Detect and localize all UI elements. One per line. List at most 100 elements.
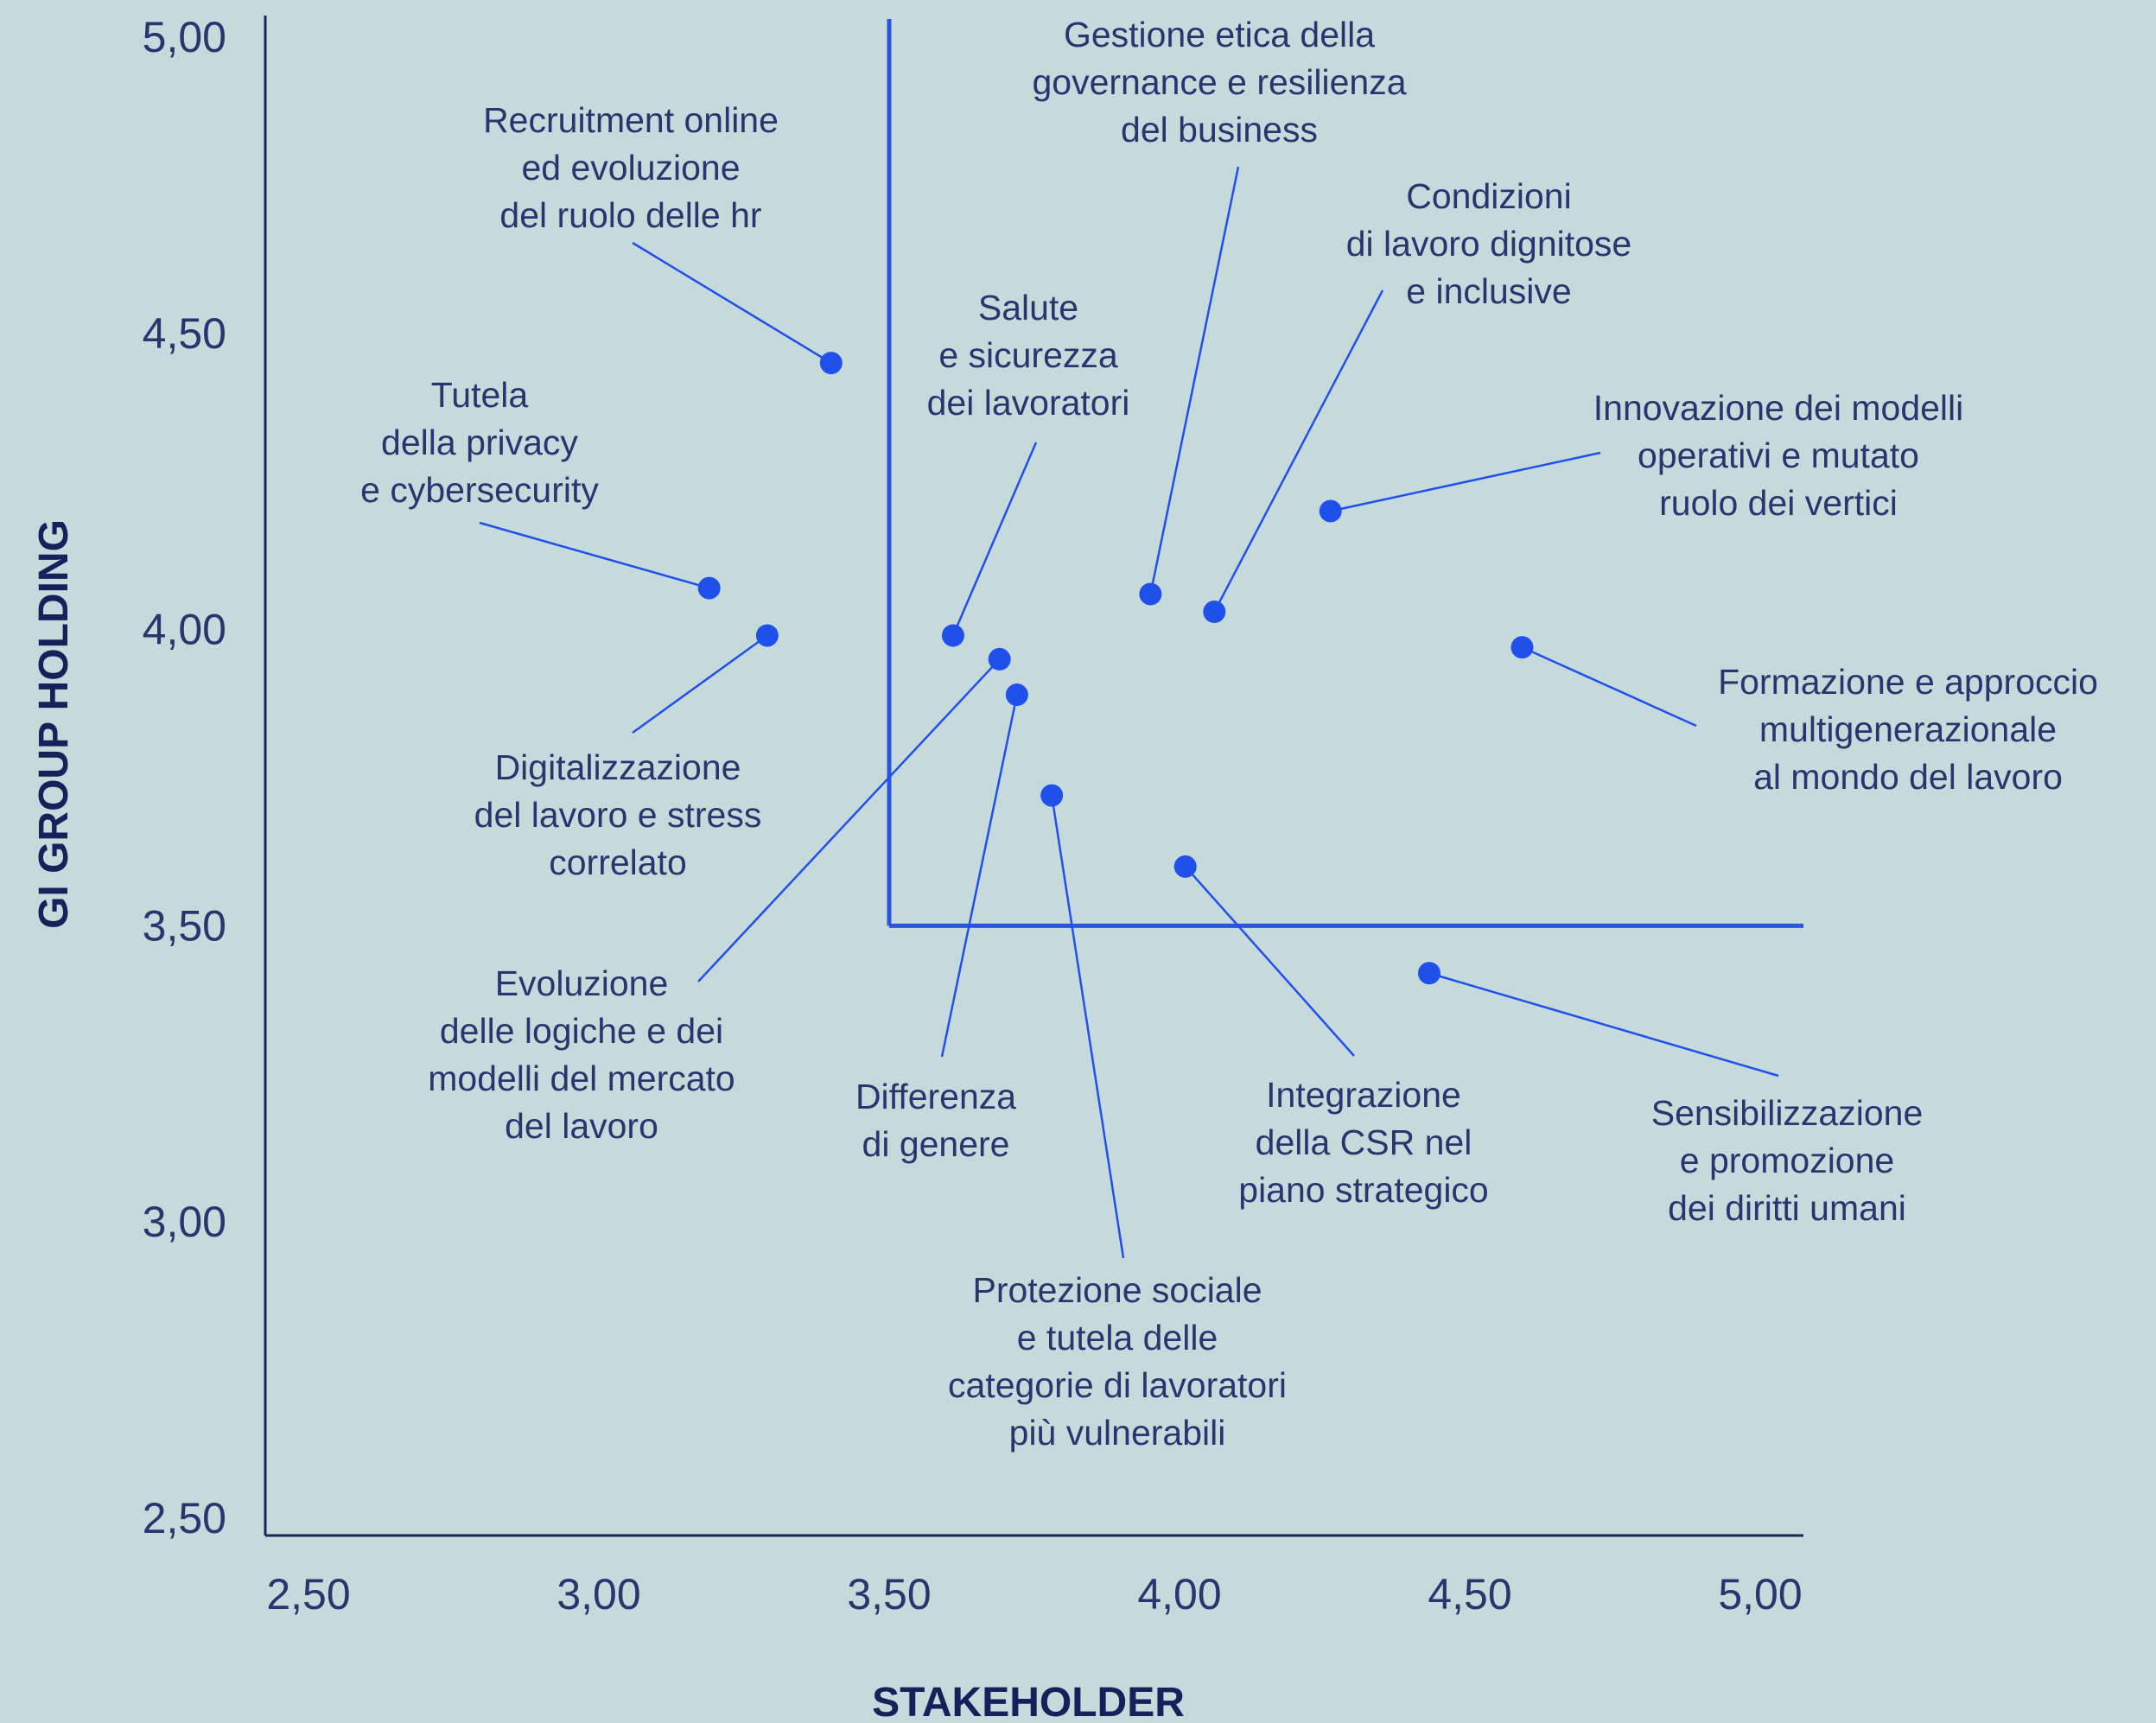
leader-line	[697, 658, 1001, 982]
point-label: Tutela della privacy e cybersecurity	[360, 375, 599, 510]
point-label-line: di lavoro dignitose	[1346, 224, 1631, 264]
point-label-line: Salute	[978, 288, 1078, 327]
point-label-line: di genere	[862, 1124, 1010, 1164]
leader-line	[632, 634, 768, 734]
point-label: Formazione e approccio multigenerazionale…	[1718, 662, 2098, 797]
y-tick-label: 4,50	[143, 309, 226, 358]
point-label-line: Integrazione	[1266, 1075, 1461, 1115]
x-tick-label: 3,50	[847, 1570, 931, 1618]
x-tick-label: 3,00	[556, 1570, 640, 1618]
data-point	[1510, 636, 1534, 659]
y-tick-label: 4,00	[143, 606, 226, 654]
leader-line	[951, 442, 1038, 636]
data-points	[697, 352, 1534, 985]
point-label-line: ed evoluzione	[521, 148, 740, 188]
point-label: Salute e sicurezza dei lavoratori	[927, 288, 1130, 423]
leader-line	[1184, 866, 1355, 1057]
leader-line	[1213, 289, 1384, 613]
point-label: Sensibilizzazione e promozione dei diritti…	[1651, 1093, 1924, 1228]
point-label-line: del lavoro	[505, 1106, 658, 1146]
point-label: Protezione sociale e tutela delle categori…	[948, 1270, 1287, 1453]
tick-labels: 2,50 3,00 3,50 4,00 4,50 5,00 2,50 3,00 3,50 4,00…	[143, 13, 1803, 1618]
data-point	[819, 352, 843, 375]
data-point	[1040, 784, 1064, 807]
x-tick-label: 4,00	[1137, 1570, 1221, 1618]
leader-line	[1428, 972, 1779, 1078]
axes	[264, 16, 1803, 1537]
point-label-line: più vulnerabili	[1009, 1413, 1226, 1453]
leader-line	[1521, 646, 1697, 728]
point-label-line: del lavoro e stress	[474, 795, 762, 835]
point-label-line: dei lavoratori	[927, 383, 1130, 423]
data-point	[1005, 683, 1028, 707]
leader-line	[632, 241, 832, 365]
point-label-line: e cybersecurity	[360, 470, 599, 510]
point-label-line: Recruitment online	[483, 100, 779, 140]
point-label-line: governance e resilienza	[1032, 62, 1406, 102]
point-label: Gestione etica della governance e resilie…	[1032, 15, 1406, 149]
point-label-line: e promozione	[1680, 1141, 1894, 1180]
point-label-line: e inclusive	[1406, 271, 1571, 311]
leader-line	[479, 521, 710, 589]
y-tick-label: 3,50	[143, 901, 226, 950]
point-label-line: del business	[1121, 110, 1318, 149]
point-label-line: Condizioni	[1406, 176, 1571, 216]
point-label-line: Innovazione dei modelli	[1593, 388, 1964, 428]
point-label-line: delle logiche e dei	[440, 1011, 723, 1051]
leader-line	[1330, 451, 1601, 512]
leader-line	[940, 694, 1019, 1058]
threshold-lines	[887, 19, 1803, 928]
point-label-line: modelli del mercato	[428, 1059, 735, 1098]
x-tick-label: 4,50	[1428, 1570, 1511, 1618]
point-label: Evoluzione delle logiche e dei modelli del…	[428, 963, 735, 1146]
y-tick-label: 3,00	[143, 1198, 226, 1246]
leader-lines	[479, 166, 1779, 1259]
point-label-line: e tutela delle	[1017, 1318, 1218, 1357]
point-label-line: Sensibilizzazione	[1651, 1093, 1924, 1133]
point-label-line: Tutela	[431, 375, 529, 415]
point-label-line: ruolo dei vertici	[1659, 483, 1898, 523]
point-label: Innovazione dei modelli operativi e mutat…	[1593, 388, 1964, 523]
point-label: Digitalizzazione del lavoro e stress corre…	[474, 747, 762, 882]
point-label-line: Digitalizzazione	[495, 747, 741, 787]
point-label: Recruitment online ed evoluzione del ruolo…	[483, 100, 779, 235]
point-label-line: al mondo del lavoro	[1753, 757, 2063, 797]
data-point	[941, 624, 964, 647]
point-label-line: multigenerazionale	[1759, 709, 2057, 749]
point-label-line: e sicurezza	[938, 335, 1118, 375]
data-point	[755, 624, 779, 647]
x-tick-label: 5,00	[1718, 1570, 1802, 1618]
point-label: Condizioni di lavoro dignitose e inclusive	[1346, 176, 1631, 311]
point-label-line: correlato	[549, 842, 687, 882]
point-label-line: operativi e mutato	[1638, 436, 1919, 475]
point-label: Differenza di genere	[855, 1077, 1016, 1164]
point-label-line: piano strategico	[1238, 1170, 1488, 1210]
point-label-line: Evoluzione	[495, 963, 669, 1003]
data-point	[1173, 855, 1197, 878]
y-axis-title: GI GROUP HOLDING	[31, 519, 77, 929]
point-label-line: Protezione sociale	[972, 1270, 1262, 1310]
y-tick-label: 2,50	[143, 1494, 226, 1542]
point-label-line: Gestione etica della	[1064, 15, 1375, 54]
point-label-line: categorie di lavoratori	[948, 1365, 1287, 1405]
point-label-line: Formazione e approccio	[1718, 662, 2098, 702]
leader-line	[1050, 795, 1125, 1259]
point-label-line: dei diritti umani	[1668, 1188, 1906, 1228]
y-tick-label: 5,00	[143, 13, 226, 61]
leader-line	[1149, 166, 1240, 594]
point-label-line: Differenza	[855, 1077, 1016, 1116]
point-label-line: della CSR nel	[1256, 1122, 1472, 1162]
data-point	[988, 647, 1011, 671]
point-label: Integrazione della CSR nel piano strategic…	[1238, 1075, 1488, 1210]
data-point	[1139, 582, 1162, 606]
data-point	[1319, 499, 1342, 523]
data-point	[1417, 962, 1441, 985]
x-tick-label: 2,50	[266, 1570, 350, 1618]
data-point	[697, 576, 721, 600]
x-axis-title: STAKEHOLDER	[872, 1680, 1185, 1723]
data-point	[1203, 601, 1226, 624]
point-labels: Recruitment online ed evoluzione del ruolo…	[360, 15, 2098, 1453]
point-label-line: del ruolo delle hr	[499, 195, 761, 235]
point-label-line: della privacy	[381, 423, 578, 462]
